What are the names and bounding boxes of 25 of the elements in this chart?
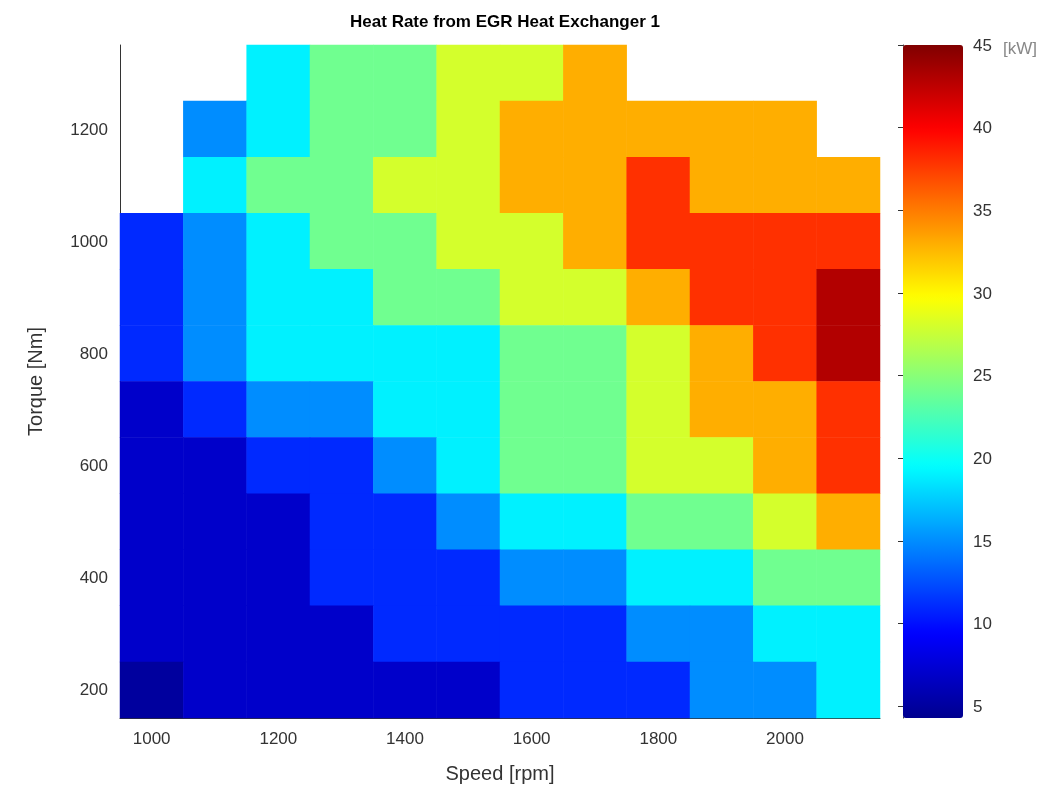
x-tick-label: 1600 — [512, 729, 551, 748]
x-tick-label: 1000 — [132, 729, 171, 748]
color-bar-label: 20 — [973, 448, 992, 468]
x-tick-label: 2000 — [766, 729, 804, 748]
color-bar-label: 45 — [973, 35, 992, 55]
x-axis-title: Speed [rpm] — [445, 762, 555, 784]
color-bar-label: 35 — [973, 200, 992, 220]
y-axis-title: Torque [Nm] — [24, 327, 46, 436]
y-tick-label: 200 — [79, 680, 108, 700]
y-tick-label: 400 — [79, 568, 108, 588]
color-bar-label: 25 — [973, 366, 992, 386]
color-bar-label: 10 — [973, 614, 992, 634]
x-tick-label: 1800 — [639, 729, 678, 748]
color-bar-label: 30 — [973, 283, 992, 303]
color-bar-title: [kW] — [1003, 39, 1037, 58]
y-tick-label: 1200 — [70, 119, 108, 139]
y-tick-label: 800 — [79, 343, 108, 363]
y-tick-label: 600 — [79, 456, 108, 476]
y-tick-label: 1000 — [70, 231, 108, 251]
chart-title: Heat Rate from EGR Heat Exchanger 1 — [350, 12, 660, 31]
x-tick-label: 1400 — [386, 729, 424, 748]
x-tick-label: 1200 — [259, 729, 298, 748]
color-bar-label: 5 — [973, 696, 983, 716]
color-bar-label: 15 — [973, 531, 992, 551]
color-bar-label: 40 — [973, 118, 992, 138]
